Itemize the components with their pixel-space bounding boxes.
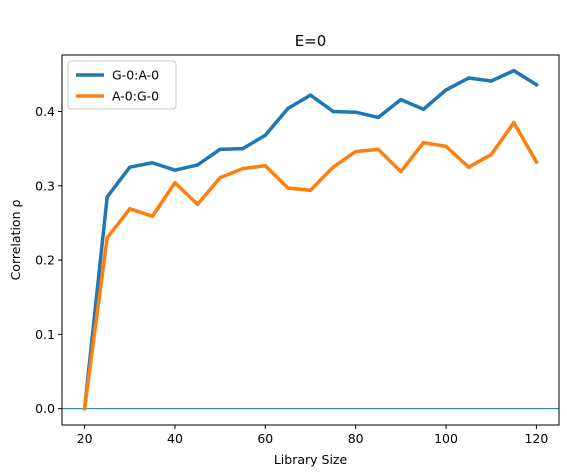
data-point-s2-11: [308, 188, 313, 192]
data-point-s2-15: [399, 169, 403, 174]
series-layer: [82, 68, 539, 411]
data-point-s2-8: [240, 166, 245, 171]
x-tick-label-20: 20: [77, 431, 93, 446]
legend-label-1: G-0:A-0: [112, 68, 159, 83]
data-point-s1-21: [534, 82, 539, 87]
data-point-s1-20: [512, 68, 516, 73]
y-tick-label-0: 0.0: [35, 401, 55, 416]
data-point-s2-1: [82, 406, 87, 411]
data-point-s1-18: [466, 76, 471, 80]
data-point-s1-14: [376, 115, 381, 120]
data-point-s1-4: [150, 160, 155, 165]
data-point-s1-15: [399, 97, 403, 102]
data-point-s2-3: [128, 207, 132, 211]
chart-title: E=0: [295, 32, 327, 50]
axes: 20 40 60 80 100 120 0.0 0.1 0.2 0.3 0.4: [35, 104, 548, 446]
data-point-s2-19: [489, 152, 493, 157]
y-tick-label-1: 0.1: [35, 327, 55, 342]
data-point-s1-17: [444, 88, 448, 92]
data-point-s1-6: [195, 163, 200, 167]
data-point-s2-18: [466, 165, 471, 169]
data-point-s2-9: [263, 163, 268, 168]
data-point-s2-5: [173, 181, 177, 185]
x-tick-label-100: 100: [434, 431, 458, 446]
y-tick-label-3: 0.3: [35, 178, 55, 193]
x-axis-label: Library Size: [274, 452, 348, 467]
data-point-s2-7: [218, 175, 222, 180]
data-point-s1-13: [353, 110, 358, 114]
data-point-s1-3: [128, 165, 132, 169]
y-axis-label: Correlation ρ: [8, 200, 23, 281]
data-point-s2-14: [376, 147, 381, 152]
legend-label-2: A-0:G-0: [112, 89, 159, 104]
x-tick-label-80: 80: [348, 431, 364, 446]
data-point-s1-7: [218, 147, 222, 152]
x-tick-label-120: 120: [524, 431, 548, 446]
plot-frame: [61, 54, 560, 426]
data-point-s1-8: [240, 146, 245, 151]
data-point-s1-2: [105, 195, 109, 199]
x-tick-label-40: 40: [167, 431, 183, 446]
data-point-s2-6: [195, 202, 200, 207]
data-point-s1-9: [263, 133, 268, 137]
data-point-s1-12: [331, 109, 335, 114]
data-point-s2-20: [512, 120, 516, 125]
data-point-s1-19: [489, 79, 493, 83]
data-point-s2-13: [353, 149, 358, 154]
data-point-s2-16: [421, 140, 426, 145]
legend: G-0:A-0 A-0:G-0: [67, 60, 177, 110]
data-point-s2-4: [150, 214, 155, 218]
data-point-s2-12: [331, 165, 335, 169]
x-tick-label-60: 60: [257, 431, 273, 446]
data-point-s2-17: [444, 144, 448, 149]
y-tick-label-2: 0.2: [35, 253, 55, 268]
data-point-s1-11: [308, 93, 313, 97]
data-point-s1-16: [421, 107, 426, 111]
data-point-s1-10: [286, 106, 290, 111]
data-point-s2-10: [286, 186, 290, 190]
data-point-s2-21: [534, 160, 539, 164]
data-point-s2-2: [105, 236, 109, 240]
data-point-s1-5: [173, 168, 177, 172]
y-tick-label-4: 0.4: [35, 104, 55, 119]
